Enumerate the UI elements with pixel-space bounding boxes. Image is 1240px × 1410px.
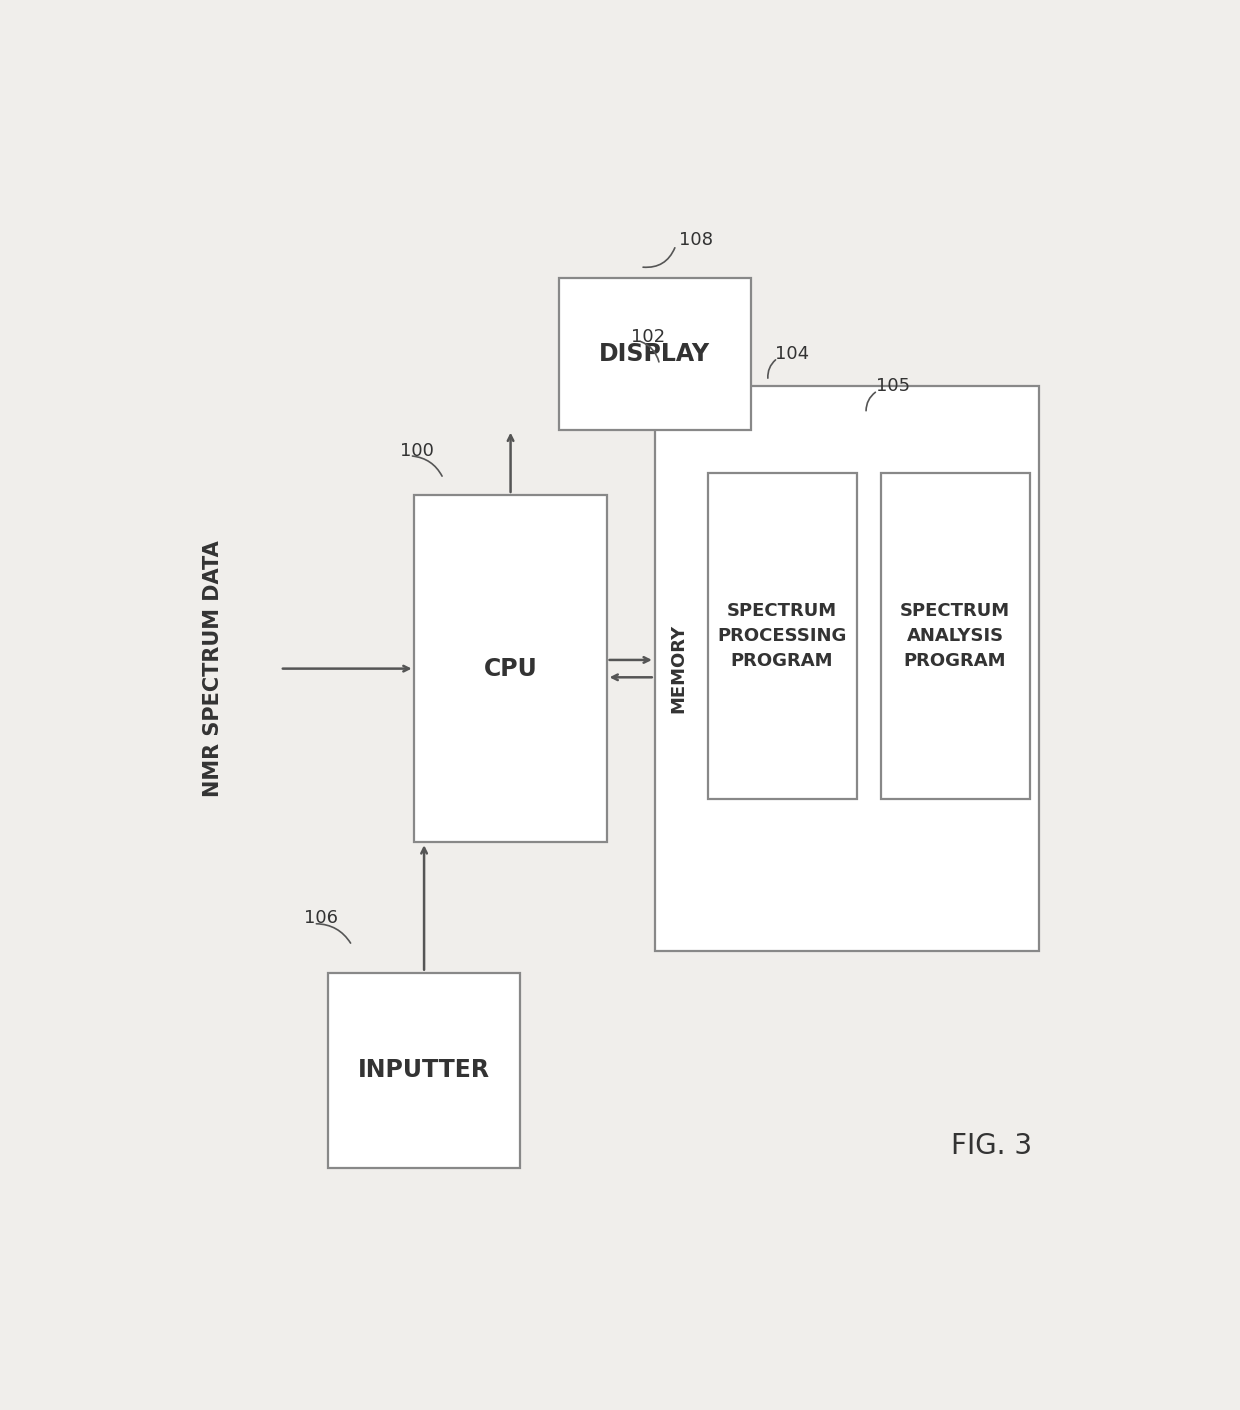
Text: 106: 106: [304, 909, 339, 928]
Bar: [414, 495, 606, 842]
Text: NMR SPECTRUM DATA: NMR SPECTRUM DATA: [202, 540, 223, 797]
Bar: [327, 973, 521, 1167]
Text: SPECTRUM
PROCESSING
PROGRAM: SPECTRUM PROCESSING PROGRAM: [718, 602, 847, 670]
Bar: [880, 474, 1029, 799]
Text: 102: 102: [631, 329, 665, 347]
Text: 108: 108: [678, 231, 713, 248]
Text: INPUTTER: INPUTTER: [358, 1059, 490, 1083]
Bar: [655, 386, 1039, 950]
Text: CPU: CPU: [484, 657, 537, 681]
Text: 105: 105: [875, 378, 910, 395]
Text: DISPLAY: DISPLAY: [599, 341, 711, 365]
Text: 100: 100: [401, 443, 434, 461]
Text: SPECTRUM
ANALYSIS
PROGRAM: SPECTRUM ANALYSIS PROGRAM: [900, 602, 1011, 670]
Text: FIG. 3: FIG. 3: [951, 1132, 1032, 1160]
Bar: [708, 474, 857, 799]
Text: MEMORY: MEMORY: [670, 625, 688, 713]
Text: 104: 104: [775, 345, 808, 362]
Bar: [558, 278, 751, 430]
